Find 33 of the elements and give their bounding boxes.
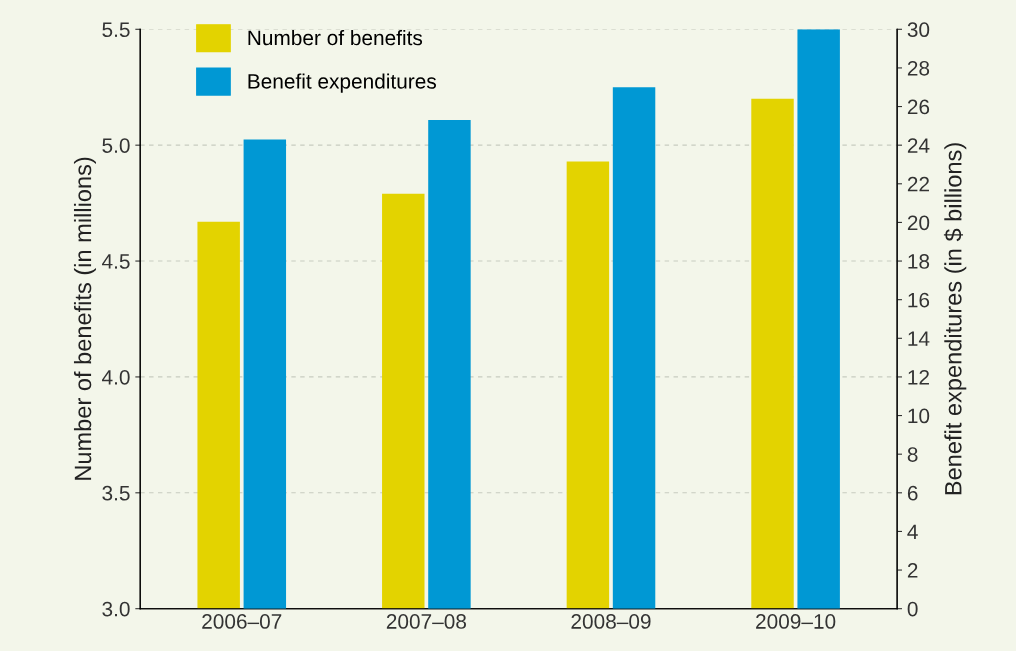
y-tick-label: 3.5 <box>102 485 130 501</box>
y2-tick-label: 4 <box>907 524 918 539</box>
bar <box>243 139 287 609</box>
y2-tick-label: 16 <box>908 292 930 308</box>
y2-tick-label: 6 <box>907 485 918 501</box>
y2-tick-label: 30 <box>907 22 930 38</box>
y2-tick-label: 24 <box>907 138 930 153</box>
y2-tick-label: 10 <box>908 408 930 424</box>
y-tick-label: 4.5 <box>102 254 130 269</box>
y-axis-title: Number of benefits (in millions) <box>73 157 96 480</box>
legend-label: Number of benefits <box>248 29 423 46</box>
y2-tick-label: 26 <box>907 99 930 115</box>
x-tick-label: 2006–07 <box>202 614 282 629</box>
bar <box>797 29 840 609</box>
y2-tick-label: 20 <box>907 215 930 231</box>
y-tick-label: 4.0 <box>102 369 130 385</box>
y-tick-label: 5.5 <box>102 22 130 38</box>
y2-axis-title: Benefit expenditures (in $ billions) <box>943 143 967 495</box>
y2-tick-label: 8 <box>907 447 918 462</box>
y2-tick-label: 18 <box>908 254 930 269</box>
y-tick-label: 5.0 <box>102 138 130 153</box>
x-tick-label: 2007–08 <box>386 614 467 629</box>
y-tick-label: 3.0 <box>102 601 130 617</box>
y2-tick-label: 2 <box>907 563 918 578</box>
x-tick-label: 2009–10 <box>756 614 836 629</box>
bar <box>428 120 471 609</box>
y2-tick-label: 12 <box>908 369 929 385</box>
y2-tick-label: 14 <box>908 331 930 346</box>
x-tick-label: 2008–09 <box>571 614 651 629</box>
y2-tick-label: 0 <box>907 601 918 617</box>
legend-label: Benefit expenditures <box>248 73 436 93</box>
y2-tick-label: 22 <box>907 176 929 192</box>
y2-tick-label: 28 <box>907 60 930 76</box>
